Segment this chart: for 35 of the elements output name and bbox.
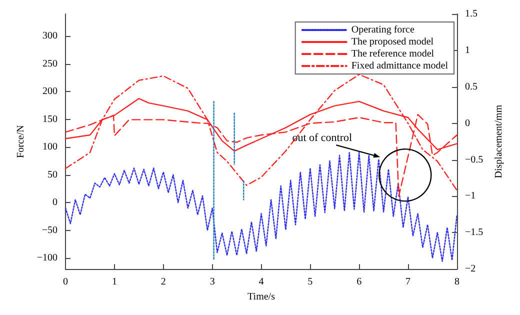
x-axis-title: Time/s	[248, 292, 276, 302]
line-series	[64, 152, 458, 262]
y2-tick-label: −0.5	[464, 154, 484, 166]
legend-label: Operating force	[351, 24, 415, 36]
x-tick-label: 5	[308, 276, 313, 288]
y-tick-label: 0	[52, 197, 58, 208]
legend-label: The proposed model	[351, 36, 434, 48]
y2-tick-label: 1	[464, 44, 470, 56]
y2-axis-title: Displacement/mm	[494, 104, 504, 178]
y2-tick-label: 0.5	[464, 81, 478, 92]
y2-tick-label: −1	[464, 190, 476, 202]
y-tick-label: −100	[36, 252, 58, 264]
x-tick-label: 1	[112, 276, 117, 288]
x-tick-label: 2	[160, 276, 166, 288]
y2-tick-label: 0	[464, 118, 470, 129]
y-tick-label: 250	[42, 58, 58, 70]
y2-tick-label: −2	[464, 264, 476, 275]
y-tick-label: 200	[42, 86, 58, 98]
y-axis-title: Force/N	[16, 125, 26, 158]
y-tick-label: 50	[48, 169, 58, 180]
x-tick-label: 4	[258, 276, 264, 288]
annotation: out of control	[292, 132, 352, 144]
y2-tick-label: 1.5	[464, 8, 478, 20]
x-tick-label: 3	[210, 276, 215, 288]
x-tick-label: 6	[356, 276, 362, 288]
y-tick-label: 100	[42, 142, 58, 153]
legend-label: The reference model	[351, 48, 434, 60]
y-tick-label: 150	[42, 114, 58, 125]
y2-tick-label: −1.5	[464, 227, 484, 238]
y-tick-label: 300	[42, 30, 58, 42]
legend-label: Fixed admittance model	[351, 60, 448, 72]
x-tick-label: 0	[63, 276, 68, 288]
x-tick-label: 8	[454, 276, 460, 288]
x-tick-label: 7	[406, 276, 411, 288]
y-tick-label: −50	[42, 224, 58, 236]
